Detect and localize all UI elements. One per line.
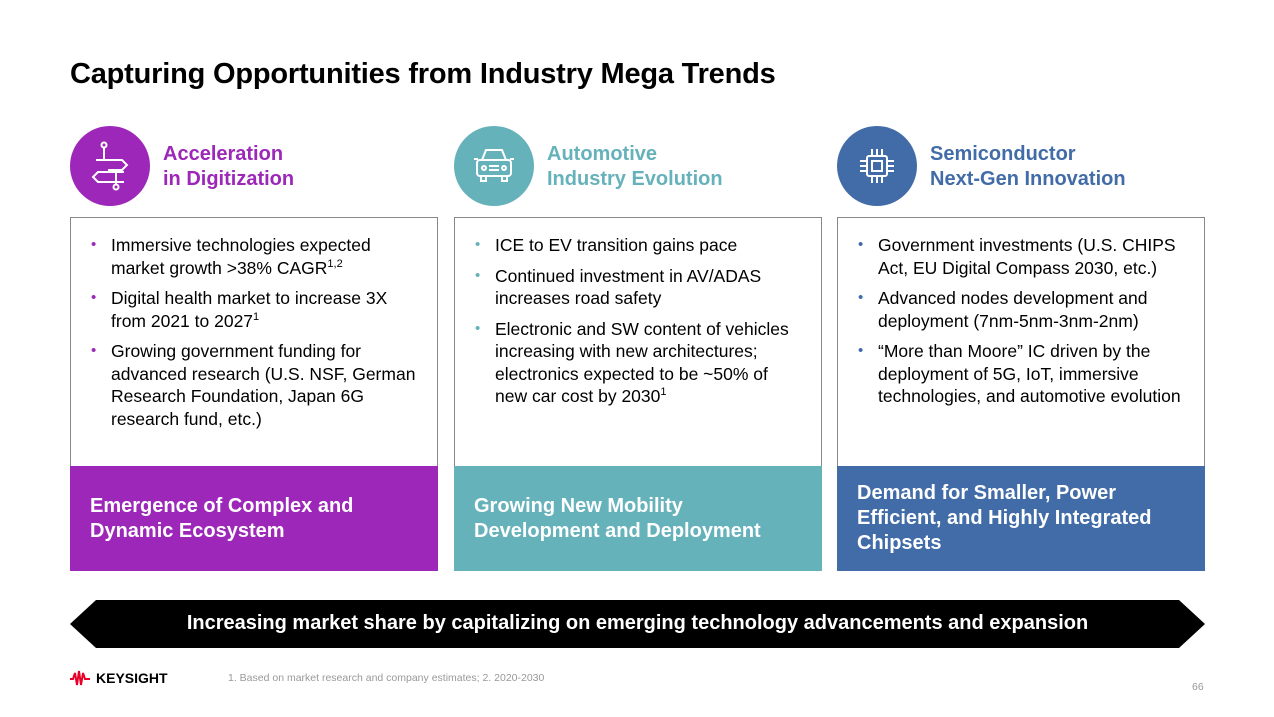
bullet: “More than Moore” IC driven by the deplo… [858, 340, 1184, 408]
summary-banner: Increasing market share by capitalizing … [70, 600, 1205, 648]
bullet: Advanced nodes development and deploymen… [858, 287, 1184, 332]
footnote: 1. Based on market research and company … [228, 672, 545, 684]
column-automotive: Automotive Industry Evolution ICE to EV t… [454, 126, 822, 571]
banner-text: Increasing market share by capitalizing … [186, 612, 1089, 634]
bullet: Digital health market to increase 3X fro… [91, 287, 417, 332]
bullet: ICE to EV transition gains pace [475, 234, 801, 257]
bullet: Immersive technologies expected market g… [91, 234, 417, 279]
heading-line2: in Digitization [163, 168, 295, 190]
bullet: Continued investment in AV/ADAS increase… [475, 265, 801, 310]
column-footer: Demand for Smaller, Power Efficient, and… [837, 466, 1205, 571]
column-footer: Growing New Mobility Development and Dep… [454, 466, 822, 571]
heading-line1: Semiconductor [930, 143, 1076, 165]
page-number: 66 [1192, 681, 1204, 693]
chip-icon [837, 126, 917, 206]
car-icon [454, 126, 534, 206]
slide-title: Capturing Opportunities from Industry Me… [70, 58, 776, 90]
keysight-wave-icon [70, 670, 90, 686]
heading-line2: Industry Evolution [547, 168, 723, 190]
column-digitization: Acceleration in Digitization Immersive te… [70, 126, 438, 571]
logo-text: KEYSIGHT [96, 670, 168, 686]
column-semiconductor: Semiconductor Next-Gen Innovation Governm… [837, 126, 1205, 571]
heading-line1: Automotive [547, 143, 657, 165]
column-footer: Emergence of Complex and Dynamic Ecosyst… [70, 466, 438, 571]
bullet: Growing government funding for advanced … [91, 340, 417, 430]
circuit-arrows-icon [70, 126, 150, 206]
keysight-logo: KEYSIGHT [70, 670, 168, 686]
bullet: Electronic and SW content of vehicles in… [475, 318, 801, 408]
heading-line2: Next-Gen Innovation [930, 168, 1126, 190]
bullet: Government investments (U.S. CHIPS Act, … [858, 234, 1184, 279]
heading-line1: Acceleration [163, 143, 284, 165]
